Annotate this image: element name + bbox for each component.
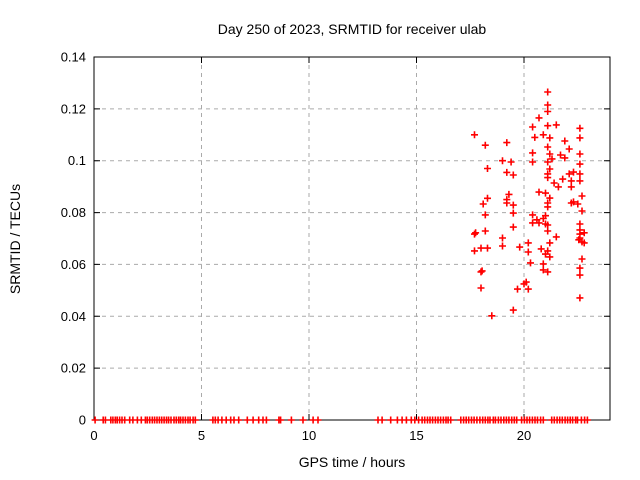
y-tick-label: 0 (79, 413, 86, 428)
y-tick-label: 0.04 (61, 309, 86, 324)
scatter-points (91, 88, 591, 424)
x-axis-label: GPS time / hours (298, 454, 406, 470)
chart-title: Day 250 of 2023, SRMTID for receiver ula… (217, 21, 487, 37)
axis-ticks (93, 56, 610, 421)
x-tick-label: 5 (198, 428, 205, 443)
y-tick-label: 0.02 (61, 361, 86, 376)
y-tick-label: 0.14 (61, 50, 86, 65)
x-tick-label: 20 (517, 428, 531, 443)
plot-border (93, 56, 611, 421)
grid-lines (94, 57, 610, 420)
y-tick-label: 0.08 (61, 205, 86, 220)
y-tick-label: 0.06 (61, 257, 86, 272)
x-tick-label: 0 (90, 428, 97, 443)
x-tick-label: 10 (302, 428, 316, 443)
y-tick-label: 0.1 (68, 153, 86, 168)
y-tick-label: 0.12 (61, 101, 86, 116)
x-tick-label: 15 (409, 428, 423, 443)
